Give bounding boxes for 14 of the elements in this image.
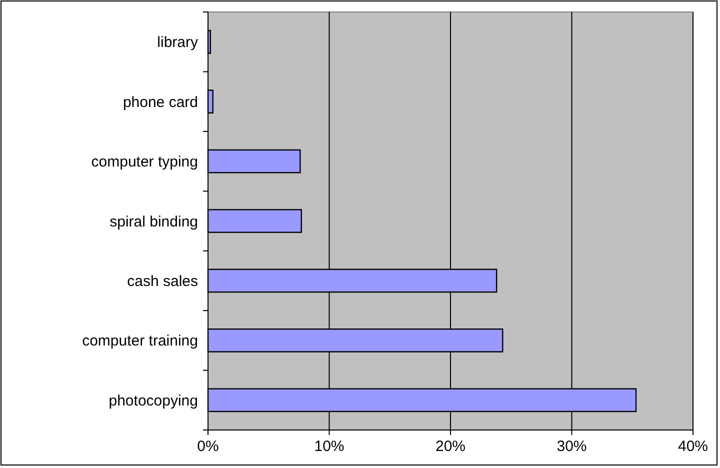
y-tick-label: spiral binding xyxy=(110,213,198,230)
y-tick-label: library xyxy=(157,34,198,52)
bar xyxy=(207,209,302,233)
y-tick-label: cash sales xyxy=(127,272,198,290)
y-tick-label: computer typing xyxy=(91,154,198,171)
x-tick-label: 0% xyxy=(197,438,219,455)
y-tick-label: photocopying xyxy=(108,392,198,410)
y-tick-label: phone card xyxy=(122,94,198,111)
x-tick-label: 20% xyxy=(435,438,466,455)
bar xyxy=(207,149,301,174)
y-tick-label: computer training xyxy=(82,332,198,350)
x-tick-label: 30% xyxy=(556,438,587,455)
x-tick-label: 10% xyxy=(314,438,344,455)
x-tick-label: 40% xyxy=(678,438,708,455)
